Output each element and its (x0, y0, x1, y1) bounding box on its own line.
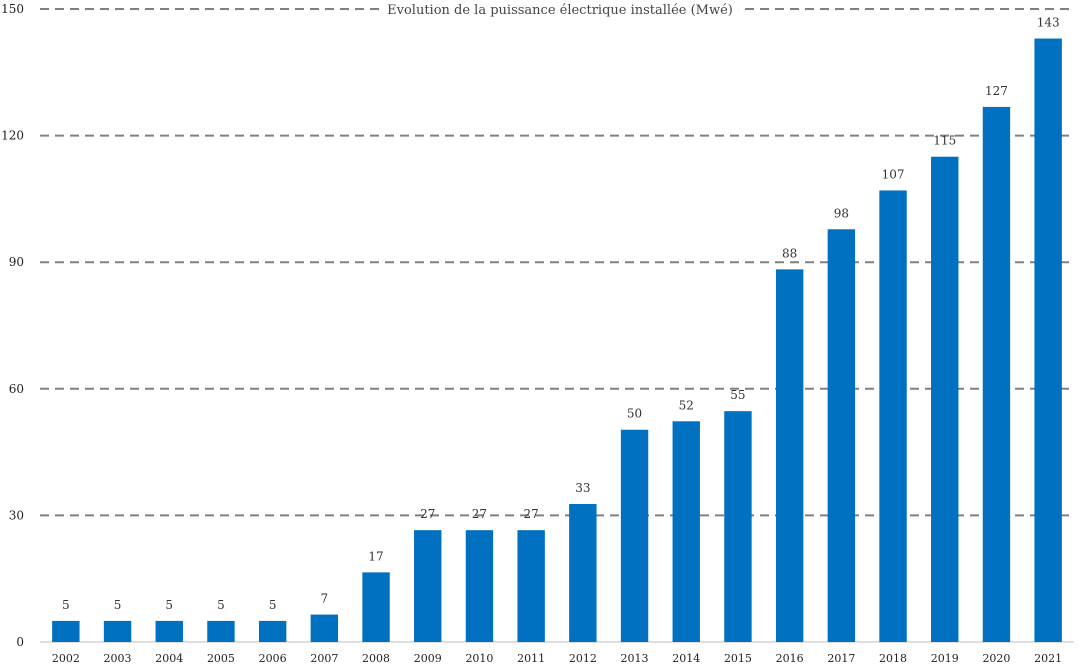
data-label: 107 (882, 167, 905, 181)
x-tick-label: 2005 (207, 652, 235, 665)
data-label: 27 (420, 507, 435, 521)
data-label: 127 (985, 84, 1008, 98)
bar (982, 106, 1011, 643)
bar (258, 620, 287, 642)
bar (465, 530, 494, 642)
bar (414, 530, 442, 642)
x-tick-label: 2021 (1034, 652, 1062, 665)
x-tick-label: 2013 (621, 652, 649, 665)
data-label: 27 (472, 507, 487, 521)
x-tick-label: 2003 (104, 652, 132, 665)
data-label: 5 (165, 598, 173, 612)
bar (103, 620, 132, 642)
bar (620, 429, 649, 642)
bar (52, 620, 80, 642)
bar (517, 530, 545, 642)
x-tick-label: 2002 (52, 652, 80, 665)
bar (1034, 38, 1062, 643)
y-axis-ticks: 0 30 60 90 120 150 (1, 2, 24, 649)
x-tick-label: 2015 (724, 652, 752, 665)
x-tick-label: 2009 (414, 652, 442, 665)
x-tick-label: 2014 (672, 652, 700, 665)
bar (724, 411, 752, 642)
y-tick-label: 150 (1, 2, 24, 16)
data-label: 5 (217, 598, 225, 612)
y-tick-label: 0 (16, 635, 24, 649)
x-tick-label: 2007 (310, 652, 338, 665)
x-tick-label: 2018 (879, 652, 907, 665)
chart-title-background (381, 2, 739, 19)
bar (672, 421, 700, 642)
x-tick-label: 2010 (465, 652, 493, 665)
bar (155, 620, 183, 642)
x-tick-label: 2008 (362, 652, 390, 665)
gridlines (40, 8, 1074, 643)
data-label: 5 (269, 598, 277, 612)
data-label: 88 (782, 246, 797, 260)
bar (362, 572, 390, 642)
chart-title: Evolution de la puissance électrique ins… (387, 3, 733, 18)
bar (775, 269, 804, 642)
data-label: 7 (321, 592, 329, 606)
bars (52, 38, 1062, 643)
y-tick-label: 90 (9, 255, 24, 269)
data-label: 17 (368, 549, 383, 563)
data-label: 27 (524, 507, 539, 521)
x-axis-ticks: 2002 2003 2004 2005 2006 2007 2008 2009 2010 2011… (52, 652, 1062, 665)
bar (569, 504, 597, 642)
x-tick-label: 2020 (982, 652, 1010, 665)
data-label: 55 (730, 388, 745, 402)
x-tick-label: 2011 (517, 652, 545, 665)
y-tick-label: 30 (9, 508, 24, 522)
bar (879, 190, 907, 642)
x-tick-label: 2006 (259, 652, 287, 665)
bar (207, 620, 235, 642)
data-label: 98 (834, 206, 849, 220)
data-label: 5 (114, 598, 122, 612)
data-label: 52 (679, 398, 694, 412)
y-tick-label: 120 (1, 129, 24, 143)
data-label: 115 (933, 134, 956, 148)
x-tick-label: 2017 (827, 652, 855, 665)
x-tick-label: 2019 (931, 652, 959, 665)
data-label: 143 (1037, 16, 1060, 30)
bar (931, 156, 959, 642)
data-label: 33 (575, 481, 590, 495)
x-tick-label: 2004 (155, 652, 183, 665)
y-tick-label: 60 (9, 382, 24, 396)
bar (310, 614, 339, 642)
bar (827, 229, 856, 642)
x-tick-label: 2016 (776, 652, 804, 665)
x-tick-label: 2012 (569, 652, 597, 665)
data-label: 5 (62, 598, 70, 612)
data-label: 50 (627, 407, 642, 421)
